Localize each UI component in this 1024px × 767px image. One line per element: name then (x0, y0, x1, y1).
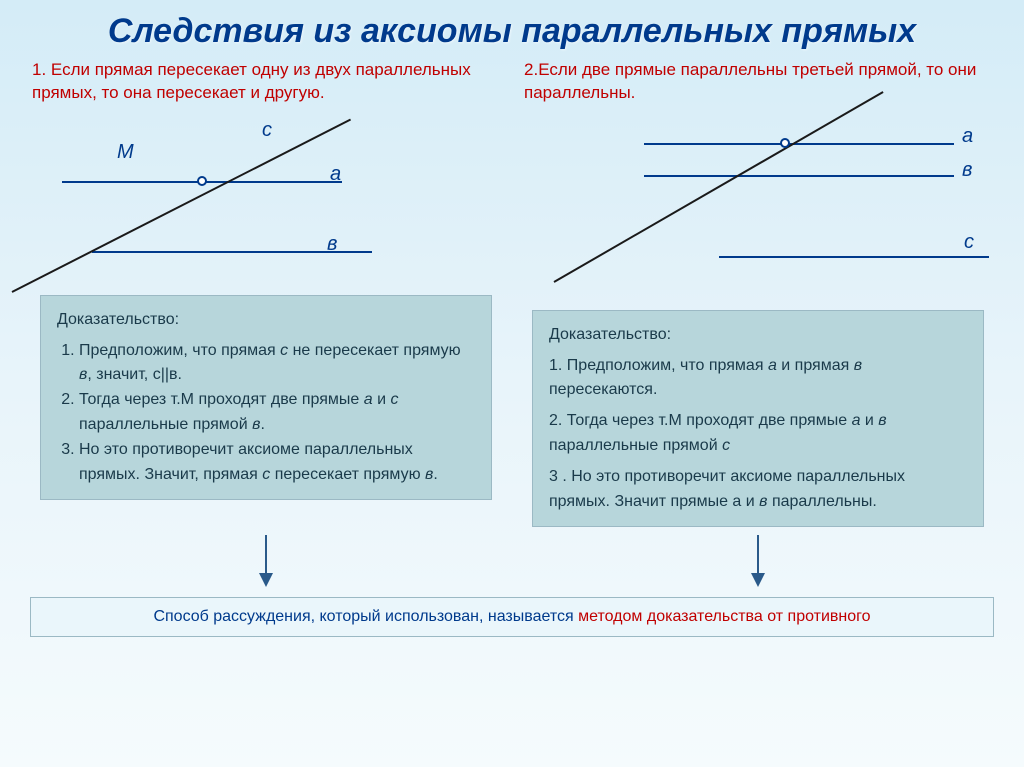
proof-1-box: Доказательство: Предположим, что прямая … (40, 295, 492, 501)
proof-1-item: Тогда через т.М проходят две прямые а и … (79, 388, 475, 438)
diagram1-label-M: М (117, 141, 134, 164)
diagram2-line-a (644, 143, 954, 145)
diagram1-line-c (12, 118, 351, 292)
diagram-1: М с а в (32, 111, 500, 291)
diagram2-label-v: в (962, 159, 972, 182)
diagram1-label-c: с (262, 119, 272, 142)
proof-2-item: 1. Предположим, что прямая а и прямая в … (549, 354, 967, 404)
diagram2-label-a: а (962, 125, 973, 148)
page-title: Следствия из аксиомы параллельных прямых (0, 0, 1024, 51)
diagram1-label-v: в (327, 233, 337, 256)
diagram2-line-v (644, 175, 954, 177)
conclusion-highlight: методом доказательства от противного (578, 608, 870, 625)
proof-1-list: Предположим, что прямая с не пересекает … (79, 339, 475, 488)
diagram2-point (780, 138, 790, 148)
proof-2-title: Доказательство: (549, 323, 967, 348)
diagram2-label-c: с (964, 231, 974, 254)
theorem-2-num: 2. (524, 60, 538, 79)
theorem-1: 1. Если прямая пересекает одну из двух п… (32, 59, 500, 105)
arrow-down-icon (746, 533, 770, 589)
columns-container: 1. Если прямая пересекает одну из двух п… (0, 51, 1024, 527)
column-right: 2.Если две прямые параллельны третьей пр… (512, 59, 1004, 527)
conclusion-box: Способ рассуждения, который использован,… (30, 597, 994, 637)
theorem-1-text: Если прямая пересекает одну из двух пара… (32, 60, 471, 102)
arrow-down-icon (254, 533, 278, 589)
diagram-2: а в с (524, 111, 992, 306)
arrows-row (0, 527, 1024, 589)
diagram1-point-M (197, 176, 207, 186)
theorem-2: 2.Если две прямые параллельны третьей пр… (524, 59, 992, 105)
proof-1-title: Доказательство: (57, 308, 475, 333)
proof-2-box: Доказательство: 1. Предположим, что прям… (532, 310, 984, 528)
diagram2-line-c (719, 256, 989, 258)
diagram2-line-diag (554, 91, 884, 283)
proof-2-item: 3 . Но это противоречит аксиоме параллел… (549, 465, 967, 515)
proof-1-item: Предположим, что прямая с не пересекает … (79, 339, 475, 389)
theorem-2-text: Если две прямые параллельны третьей прям… (524, 60, 976, 102)
proof-2-item: 2. Тогда через т.М проходят две прямые а… (549, 409, 967, 459)
proof-1-item: Но это противоречит аксиоме параллельных… (79, 438, 475, 488)
column-left: 1. Если прямая пересекает одну из двух п… (20, 59, 512, 527)
diagram1-label-a: а (330, 163, 341, 186)
conclusion-prefix: Способ рассуждения, который использован,… (153, 608, 578, 625)
theorem-1-num: 1. (32, 60, 46, 79)
